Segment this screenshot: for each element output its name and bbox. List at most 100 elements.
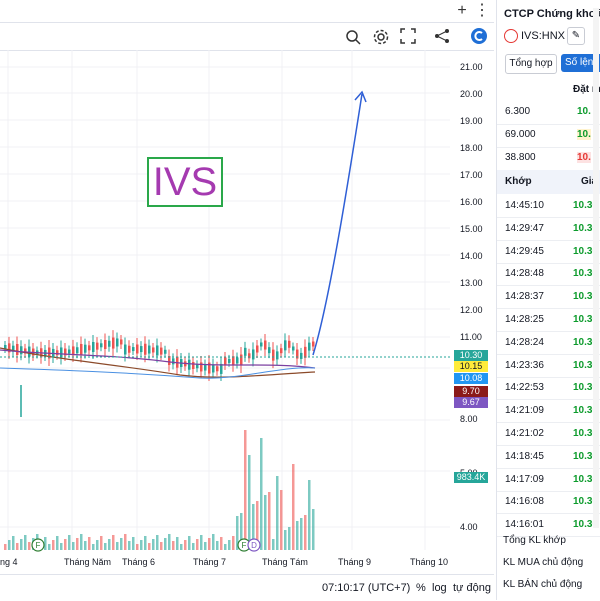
candle-body	[256, 345, 259, 353]
price-tag: 9.67	[454, 397, 488, 408]
volume-bar	[268, 492, 271, 550]
candle-body	[312, 341, 315, 347]
candle-body	[140, 346, 143, 353]
auto-toggle[interactable]: tự động	[453, 582, 491, 594]
volume-bar	[188, 536, 191, 550]
candle-body	[136, 344, 139, 354]
candle-body	[196, 364, 199, 369]
volume-bar	[164, 538, 167, 550]
candle-body	[300, 352, 303, 359]
candle-body	[252, 349, 255, 360]
order-qty: 69.000	[505, 129, 536, 140]
tab-summary[interactable]: Tổng hợp	[505, 54, 557, 74]
candle-body	[264, 340, 267, 350]
candle-body	[244, 347, 247, 356]
x-tick-label: Tháng 6	[122, 557, 156, 567]
volume-bar	[156, 535, 159, 550]
log-toggle[interactable]: log	[432, 582, 447, 594]
panel-scrollbar[interactable]	[593, 8, 599, 528]
volume-bar	[144, 536, 147, 550]
candle-body	[156, 345, 159, 356]
volume-bar	[104, 543, 107, 550]
candle-body	[116, 338, 119, 347]
ma-line-fast	[0, 367, 316, 379]
volume-bar	[16, 543, 19, 550]
candle-body	[240, 354, 243, 366]
volume-bar	[180, 544, 183, 550]
volume-bar	[20, 539, 23, 550]
volume-bar	[128, 541, 131, 550]
volume-bar	[160, 542, 163, 550]
candle-body	[64, 348, 67, 356]
y-tick-label: 16.00	[460, 197, 483, 207]
match-price: 10.30	[573, 428, 599, 439]
match-time: 14:21:02	[505, 428, 544, 439]
y-tick-label: 19.00	[460, 116, 483, 126]
event-marker-label: F	[36, 541, 41, 550]
share-icon[interactable]	[434, 28, 450, 44]
volume-bar	[236, 516, 239, 550]
candle-body	[128, 345, 131, 353]
event-marker	[31, 538, 45, 552]
match-time: 14:28:37	[505, 291, 544, 303]
brand-logo-icon	[471, 28, 487, 44]
volume-bar	[248, 455, 251, 550]
fullscreen-icon[interactable]	[400, 28, 416, 44]
candle-body	[224, 357, 227, 365]
status-bar: 07:10:17 (UTC+7) % log tự động	[0, 574, 494, 601]
clock-readout: 07:10:17 (UTC+7)	[322, 582, 411, 594]
volume-bar	[120, 538, 123, 550]
order-price: 10.	[577, 106, 591, 117]
candle-body	[16, 343, 19, 355]
order-row: 38.800 10.	[497, 146, 600, 171]
candle-body	[68, 349, 71, 354]
volume-bar	[232, 536, 235, 550]
volume-bar	[4, 544, 7, 550]
quote-panel: CTCP Chứng khoá IVS:HNX ✎ Tổng hợp Số lệ…	[496, 0, 600, 600]
price-tag: 10.15	[454, 361, 488, 372]
volume-bar	[140, 540, 143, 550]
volume-bar	[252, 504, 255, 550]
order-header: Đặt mu	[573, 84, 600, 95]
match-row: 14:22:53 10.30	[497, 376, 600, 401]
candle-body	[284, 340, 287, 351]
candle-body	[148, 345, 151, 354]
chart-toolbar: + ⋮	[0, 0, 494, 51]
volume-bar	[112, 535, 115, 550]
volume-bar	[28, 542, 31, 550]
match-price: 10.30	[573, 200, 599, 211]
match-price: 10.30	[573, 496, 599, 508]
tab-volume[interactable]: Số lện	[561, 54, 600, 72]
match-price-header: Giá	[581, 176, 598, 187]
candle-body	[92, 341, 95, 352]
match-header-row: Khớp Giá	[497, 170, 600, 194]
volume-bar	[116, 542, 119, 550]
volume-bar	[296, 521, 299, 550]
match-row: 14:28:25 10.30	[497, 308, 600, 332]
y-tick-label: 18.00	[460, 143, 483, 153]
plus-icon[interactable]: +	[457, 2, 467, 19]
kebab-icon[interactable]: ⋮	[474, 2, 490, 19]
match-price: 10.30	[573, 359, 599, 371]
volume-bar	[224, 544, 227, 550]
candle-body	[84, 344, 87, 353]
volume-bar	[132, 537, 135, 550]
volume-bar	[204, 542, 207, 550]
candle-body	[208, 362, 211, 374]
percent-toggle[interactable]: %	[416, 582, 426, 594]
volume-bar	[92, 544, 95, 550]
volume-bar	[108, 539, 111, 550]
volume-bar	[276, 476, 279, 550]
volume-bar	[148, 543, 151, 550]
candle-body	[100, 343, 103, 348]
match-row: 14:45:10 10.30	[497, 194, 600, 218]
symbol-label[interactable]: IVS:HNX	[521, 30, 566, 42]
edit-icon[interactable]: ✎	[567, 27, 585, 45]
match-time: 14:45:10	[505, 200, 544, 211]
snapshot-icon[interactable]	[344, 28, 362, 46]
volume-bar	[288, 527, 291, 550]
volume-bar	[84, 541, 87, 550]
volume-bar	[44, 537, 47, 550]
gear-icon[interactable]	[372, 28, 390, 46]
